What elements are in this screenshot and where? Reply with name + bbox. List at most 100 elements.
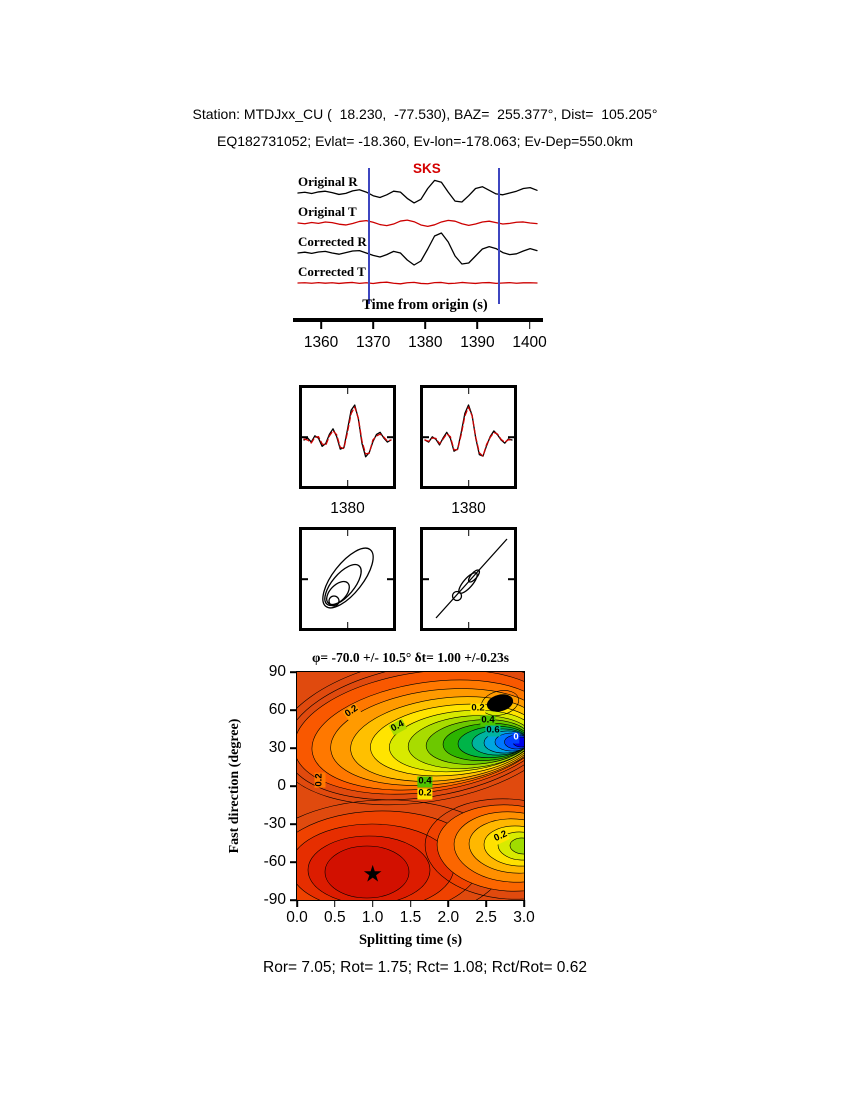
tick-label: 1390 [460, 334, 495, 351]
corrected-t-trace [297, 281, 538, 285]
splitting-result-title: φ= -70.0 +/- 10.5° δt= 1.00 +/-0.23s [311, 650, 510, 665]
tick-mark [508, 578, 514, 580]
particle-loop-inner [326, 580, 350, 606]
best-solution-star-icon: ★ [362, 860, 383, 887]
tick-mark [409, 900, 412, 907]
event-info-line: EQ182731052; Evlat= -18.360, Ev-lon=-178… [217, 133, 633, 149]
contour-value-label: 0.2 [470, 702, 486, 715]
time-axis-line [293, 318, 543, 322]
contour-ring [297, 672, 524, 801]
corrected-r-trace [297, 232, 538, 266]
contour-value-label: 0.4 [388, 718, 408, 736]
tick-mark [387, 578, 393, 580]
contour-value-label: 0.6 [485, 724, 501, 737]
compare-1-tick-label: 1380 [330, 500, 365, 517]
tick-mark [346, 480, 349, 486]
corrected-t-label: Corrected T [298, 264, 366, 279]
time-axis-ticks: 1360 1370 1380 1390 1400 [295, 322, 547, 353]
tick-mark [372, 322, 374, 329]
tick-label: 0.0 [286, 909, 308, 926]
particle-loop-3 [451, 590, 463, 602]
compare-2-solid-wave [424, 404, 513, 457]
original-r-trace [297, 179, 538, 204]
results-line: Ror= 7.05; Rot= 1.75; Rct= 1.08; Rct/Rot… [263, 959, 587, 976]
tick-label: 90 [268, 663, 286, 680]
tick-mark [476, 322, 479, 329]
particle-line [435, 538, 508, 619]
tick-mark [290, 861, 297, 863]
tick-mark [334, 900, 336, 907]
particle-loop-middle [324, 563, 362, 607]
tick-mark [290, 671, 297, 673]
waveform-panel: Original R Original T Corrected R Correc… [295, 161, 540, 313]
contour-value-label: 0.4 [417, 775, 433, 788]
tick-mark [423, 578, 429, 580]
tick-mark [467, 530, 470, 536]
splitting-time-axis-label: Splitting time (s) [358, 932, 463, 948]
tick-mark [387, 436, 393, 438]
compare-svg-1 [303, 404, 392, 458]
tick-mark [346, 622, 349, 628]
tick-label: 30 [268, 739, 286, 756]
tick-label: 2.5 [475, 909, 497, 926]
tick-mark [485, 900, 487, 907]
tick-mark [528, 322, 531, 329]
phase-label: SKS [413, 161, 441, 176]
waveform-traces-svg [297, 179, 538, 285]
tick-label: 3.0 [513, 909, 535, 926]
contour-lower-red-region [297, 799, 508, 900]
waveform-compare-box-1 [299, 385, 396, 489]
particle-loop-2 [467, 569, 481, 583]
contour-ring [324, 845, 410, 899]
particle-loop-outer [322, 547, 374, 609]
tick-mark [467, 622, 470, 628]
tick-mark [290, 785, 297, 787]
tick-mark [302, 578, 308, 580]
tick-mark [290, 823, 297, 825]
contour-svg [297, 672, 524, 900]
window-start-marker [368, 168, 370, 304]
tick-label: 0.5 [324, 909, 346, 926]
compare-svg-2 [424, 404, 513, 457]
particle-motion-box-corrected [420, 527, 517, 631]
compare-2-dashed-wave [424, 406, 513, 457]
tick-label: 0 [277, 777, 286, 794]
contour-value-label: 0 [512, 731, 520, 744]
tick-mark [447, 900, 450, 907]
station-info-line: Station: MTDJxx_CU ( 18.230, -77.530), B… [192, 106, 658, 122]
particle-motion-box-uncorrected [299, 527, 396, 631]
tick-label: 1380 [408, 334, 443, 351]
time-axis-label: Time from origin (s) [362, 297, 488, 313]
contour-value-label: 0.2 [491, 828, 511, 846]
waveform-compare-box-2 [420, 385, 517, 489]
tick-mark [346, 530, 349, 536]
tick-mark [290, 899, 297, 901]
original-t-label: Original T [298, 204, 357, 219]
tick-label: 2.0 [437, 909, 460, 926]
original-r-label: Original R [298, 174, 358, 189]
tick-mark [423, 436, 429, 438]
tick-label: 1.0 [361, 909, 384, 926]
contour-ring [297, 672, 524, 806]
tick-mark [290, 747, 297, 749]
particle-loop-small [328, 595, 340, 607]
contour-lower-right-region [424, 798, 524, 900]
window-end-marker [498, 168, 500, 304]
misfit-contour-plot: φ= -70.0 +/- 10.5° δt= 1.00 +/-0.23s ★ 0… [227, 650, 535, 948]
tick-mark [523, 900, 525, 907]
fast-direction-axis-label: Fast direction (degree) [227, 718, 242, 854]
particle-motion-uncorrected [322, 547, 374, 609]
contour-value-label: 0.2 [313, 772, 326, 788]
tick-mark [424, 322, 427, 329]
contour-labels-layer: ★ 0.2 0.4 0.2 0.4 0.6 0 0.2 0.4 0.2 0.2 [297, 672, 524, 900]
particle-motion-corrected [435, 538, 508, 619]
corrected-r-label: Corrected R [298, 234, 367, 249]
contour-value-label: 0.4 [480, 714, 496, 727]
compare-1-dashed-wave [303, 406, 392, 455]
tick-mark [467, 480, 470, 486]
tick-mark [467, 388, 470, 394]
tick-label: 1370 [355, 334, 391, 351]
tick-mark [508, 436, 514, 438]
tick-label: 60 [268, 701, 286, 718]
